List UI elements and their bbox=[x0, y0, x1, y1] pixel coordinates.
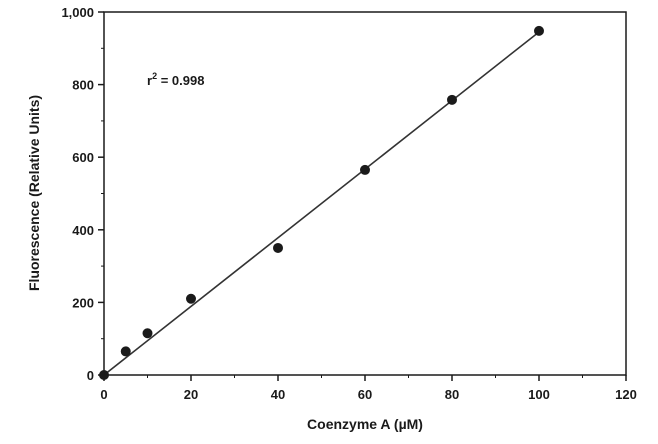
data-point bbox=[534, 25, 544, 36]
data-point bbox=[99, 370, 109, 380]
x-tick-label: 40 bbox=[271, 387, 285, 402]
x-tick-label: 20 bbox=[184, 387, 198, 402]
y-tick-label: 800 bbox=[72, 78, 94, 93]
x-tick-label: 80 bbox=[445, 387, 459, 402]
x-tick-label: 100 bbox=[528, 387, 550, 402]
data-point bbox=[186, 293, 196, 304]
minor-ticks bbox=[101, 47, 583, 378]
y-tick-label: 200 bbox=[72, 295, 94, 310]
y-tick-label: 1,000 bbox=[61, 5, 94, 20]
data-point bbox=[120, 346, 131, 357]
y-axis-title: Fluorescence (Relative Units) bbox=[26, 95, 42, 291]
r-squared-annotation: r2 = 0.998 bbox=[147, 71, 204, 88]
y-tick-label: 0 bbox=[87, 368, 94, 383]
x-axis-ticks: 0 20 40 60 80 100 120 bbox=[100, 375, 637, 402]
linear-fit-line bbox=[103, 31, 540, 376]
y-tick-label: 400 bbox=[72, 223, 94, 238]
data-point bbox=[360, 164, 370, 175]
data-point bbox=[273, 242, 283, 253]
x-tick-label: 60 bbox=[358, 387, 372, 402]
data-point bbox=[447, 94, 457, 105]
y-axis-ticks: 0 200 400 600 800 1,000 bbox=[61, 5, 104, 383]
data-point bbox=[142, 328, 153, 339]
x-tick-label: 0 bbox=[100, 387, 107, 402]
plot-frame bbox=[103, 11, 627, 376]
y-tick-label: 600 bbox=[72, 150, 94, 165]
x-tick-label: 120 bbox=[615, 387, 637, 402]
data-points bbox=[99, 25, 544, 380]
x-axis-title: Coenzyme A (µM) bbox=[307, 416, 423, 432]
fit-line-group bbox=[103, 31, 540, 376]
